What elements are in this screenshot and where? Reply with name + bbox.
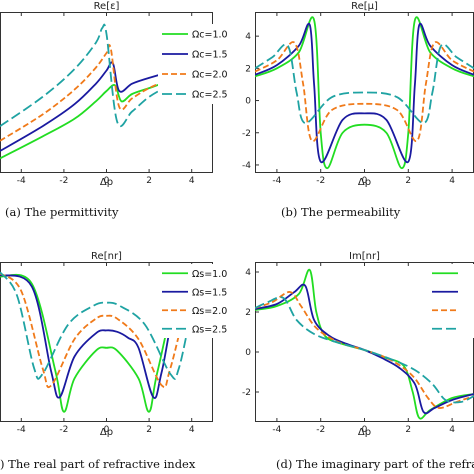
series-line-1 (255, 16, 474, 170)
x-tick-label: -2 (59, 176, 68, 186)
series-line-4 (0, 271, 213, 380)
x-tick-label: 0 (362, 425, 368, 435)
x-tick-label: 0 (104, 425, 110, 435)
x-tick-label: -2 (316, 176, 325, 186)
x-axis-label: Δp (100, 177, 113, 188)
y-tick-label: 2 (245, 308, 251, 318)
series-line-3 (0, 272, 213, 389)
legend: Ωc=1.0 Ωc=1.5 Ωc=2.0 Ωc=2.5 (158, 24, 236, 104)
legend-label: Ωc=1.5 (192, 50, 228, 61)
x-axis-label: Δp (358, 427, 371, 438)
x-tick-label: -4 (272, 176, 281, 186)
y-tick-label: -4 (242, 161, 251, 171)
x-tick-label: 2 (146, 176, 152, 186)
x-tick-label: 4 (449, 176, 455, 186)
x-tick-label: -2 (316, 425, 325, 435)
x-axis-label: Δp (100, 427, 113, 438)
x-tick-label: -4 (17, 176, 26, 186)
series-line-4 (0, 23, 213, 128)
panel-title: Im[nr] (349, 251, 380, 262)
y-tick-label: 4 (245, 268, 251, 278)
y-tick-label: 4 (245, 32, 251, 42)
panel-caption: (a) The permittivity (5, 205, 119, 219)
legend-label: Ωs=2.0 (192, 306, 227, 317)
y-tick-label: 2 (245, 64, 251, 74)
panel-permeability: Re[μ] -4 -2 0 2 4 4 2 0 -2 -4 Δp (b) The permeabilit… (242, 1, 474, 219)
panel-title: Re[ε] (94, 1, 120, 12)
legend-label: Ωc=2.0 (192, 70, 228, 81)
x-tick-label: -4 (17, 425, 26, 435)
x-tick-label: -4 (272, 425, 281, 435)
plot-frame (255, 12, 474, 173)
x-tick-label: 4 (449, 425, 455, 435)
legend-background (428, 264, 474, 338)
legend: Ωs=1.0 Ωs=1.5 Ωs=2.0 Ωs=2.5 (158, 264, 236, 338)
y-tick-label: -2 (242, 388, 251, 398)
legend-label: Ωc=2.5 (192, 90, 228, 101)
x-tick-label: 4 (189, 176, 195, 186)
x-tick-label: 2 (146, 425, 152, 435)
y-tick-label: 0 (245, 348, 251, 358)
legend-label: Ωs=1.0 (192, 269, 227, 280)
legend-label: Ωc=1.0 (192, 30, 228, 41)
panel-title: Re[nr] (91, 251, 122, 262)
panel-permittivity: Re[ε] -4 -2 0 2 4 Δp (a) The permittivity Ωc=1.0… (0, 1, 236, 219)
x-tick-label: 2 (405, 176, 411, 186)
x-tick-label: 2 (405, 425, 411, 435)
panel-caption: (d) The imaginary part of the refractive (276, 457, 474, 471)
panel-imaginary-refractive-index: Im[nr] -4 -2 0 2 4 4 2 0 -2 Δp (d) The imaginary pa… (242, 251, 474, 471)
panel-caption: (b) The permeability (281, 205, 401, 219)
x-tick-label: 4 (189, 425, 195, 435)
panel-title: Re[μ] (351, 1, 378, 12)
panel-real-refractive-index: Re[nr] -4 -2 0 2 4 Δp ) The real part of refrac… (0, 251, 236, 471)
series-line-2 (255, 22, 474, 163)
series-line-1 (0, 273, 213, 413)
x-tick-label: 0 (362, 176, 368, 186)
legend (428, 264, 474, 338)
series-line-2 (0, 274, 213, 399)
y-tick-label: -2 (242, 129, 251, 139)
series-line-4 (255, 43, 474, 124)
series-line-4 (255, 296, 474, 404)
y-tick-label: 0 (245, 97, 251, 107)
legend-background (158, 264, 236, 338)
legend-label: Ωs=1.5 (192, 287, 227, 298)
x-tick-label: 0 (104, 176, 110, 186)
x-axis-label: Δp (358, 177, 371, 188)
legend-background (158, 24, 236, 104)
legend-label: Ωs=2.5 (192, 324, 227, 335)
panel-caption: ) The real part of refractive index (0, 457, 196, 471)
x-tick-label: -2 (59, 425, 68, 435)
series-line-3 (255, 41, 474, 142)
